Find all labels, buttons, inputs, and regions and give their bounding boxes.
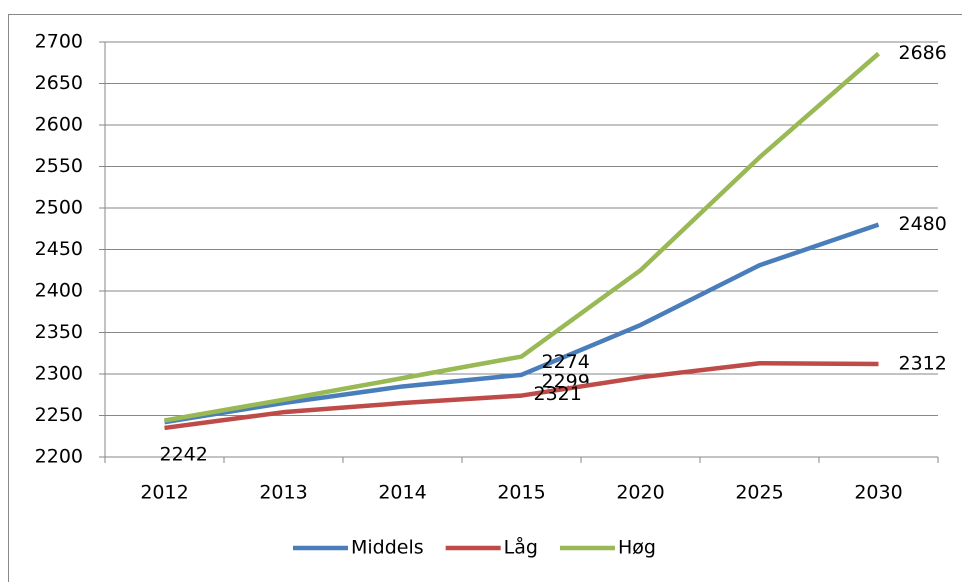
- x-tick-label: 2030: [854, 482, 902, 504]
- series-line: [164, 51, 880, 423]
- y-tick-label: 2700: [35, 31, 83, 53]
- data-label: 2321: [534, 383, 582, 405]
- x-tick-label: 2025: [735, 482, 783, 504]
- legend-label: Høg: [618, 537, 656, 559]
- x-tick-label: 2015: [497, 482, 545, 504]
- x-tick-label: 2020: [616, 482, 664, 504]
- y-tick-label: 2550: [35, 155, 83, 177]
- y-tick-label: 2500: [35, 197, 83, 219]
- y-tick-label: 2350: [35, 321, 83, 343]
- series-line: [164, 222, 880, 425]
- data-label: 2686: [899, 42, 947, 64]
- series-line: [164, 360, 879, 431]
- y-tick-label: 2650: [35, 72, 83, 94]
- y-tick-label: 2600: [35, 114, 83, 136]
- data-label: 2242: [160, 444, 208, 466]
- x-tick-label: 2013: [259, 482, 307, 504]
- legend-label: Låg: [504, 536, 538, 559]
- legend-label: Middels: [351, 537, 424, 559]
- x-tick-label: 2014: [378, 482, 426, 504]
- data-label: 2274: [542, 351, 590, 373]
- data-label: 2312: [899, 353, 947, 375]
- y-tick-label: 2200: [35, 446, 83, 468]
- y-tick-label: 2300: [35, 363, 83, 385]
- data-label: 2480: [899, 213, 947, 235]
- x-tick-label: 2012: [140, 482, 188, 504]
- y-tick-label: 2400: [35, 280, 83, 302]
- chart-frame: [8, 14, 962, 582]
- y-tick-label: 2250: [35, 404, 83, 426]
- y-tick-label: 2450: [35, 238, 83, 260]
